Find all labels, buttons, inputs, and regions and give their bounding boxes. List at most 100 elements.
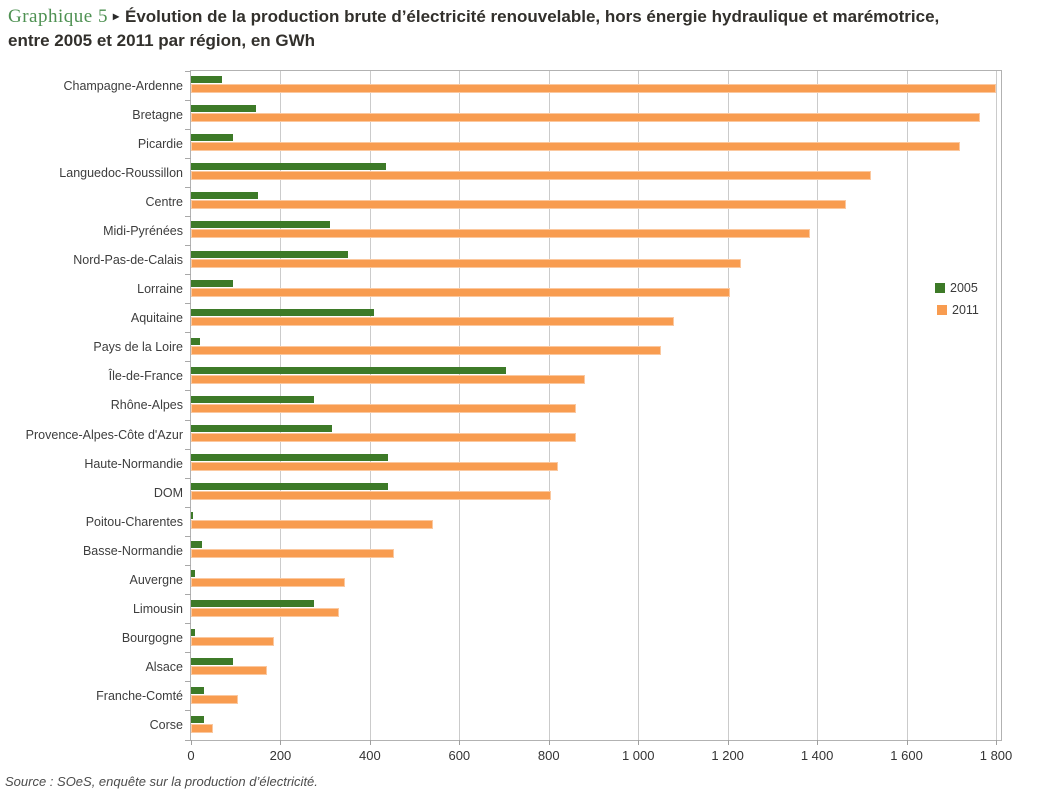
bar-2005 xyxy=(191,395,314,403)
bar-row: Pays de la Loire xyxy=(93,333,1001,362)
x-tick-label: 1 800 xyxy=(979,748,1013,763)
row-label: Bretagne xyxy=(132,107,183,122)
bar-2005 xyxy=(191,454,388,462)
bar-2005 xyxy=(191,541,203,549)
bar-2005 xyxy=(191,425,332,433)
bar-group xyxy=(191,304,1001,326)
bar-group xyxy=(191,216,1001,239)
bar-2011 xyxy=(191,723,214,733)
row-label: Languedoc-Roussillon xyxy=(59,165,183,180)
bar-group xyxy=(191,391,1001,413)
category-tick xyxy=(185,652,191,654)
category-tick xyxy=(185,128,191,130)
category-tick xyxy=(185,332,191,334)
row-label: Alsace xyxy=(145,660,183,675)
x-tick-label: 1 200 xyxy=(711,748,744,763)
row-label: Corse xyxy=(149,718,183,733)
category-tick xyxy=(185,70,191,72)
x-tick-600 xyxy=(459,740,461,745)
category-tick xyxy=(185,448,191,450)
category-tick xyxy=(185,215,191,217)
bar-2005 xyxy=(191,657,234,665)
bar-2011 xyxy=(191,462,558,472)
bar-group xyxy=(191,565,1001,588)
row-label: Basse-Normandie xyxy=(82,543,183,558)
row-label: Centre xyxy=(145,194,183,209)
legend-label-2011: 2011 xyxy=(952,303,979,317)
category-tick xyxy=(185,186,191,188)
row-label: Auvergne xyxy=(129,573,183,587)
bar-row: Bretagne xyxy=(132,100,1001,129)
bar-group xyxy=(191,653,1001,675)
bar-group xyxy=(191,507,1001,530)
row-label: Provence-Alpes-Côte d'Azur xyxy=(25,427,183,442)
row-label: Bourgogne xyxy=(121,631,183,646)
source-note: Source : SOeS, enquête sur la production… xyxy=(5,774,318,789)
row-label: Picardie xyxy=(137,136,183,151)
bar-row: Picardie xyxy=(138,129,1001,158)
row-label: Midi-Pyrénées xyxy=(103,223,183,238)
bar-2005 xyxy=(191,221,330,229)
category-tick xyxy=(185,390,191,392)
category-tick xyxy=(185,419,191,421)
category-tick xyxy=(185,274,191,276)
bar-group xyxy=(191,682,1001,704)
bar-2011 xyxy=(191,374,585,384)
x-tick-0 xyxy=(191,740,192,745)
category-tick xyxy=(185,594,191,596)
x-tick-label: 1 400 xyxy=(800,748,834,763)
bar-row: Provence-Alpes-Côte d'Azur xyxy=(26,420,1001,449)
bar-2011 xyxy=(191,665,268,675)
bar-2005 xyxy=(191,192,259,200)
row-label: Aquitaine xyxy=(130,311,183,326)
bar-2005 xyxy=(191,715,205,723)
bar-2011 xyxy=(191,200,847,210)
x-tick-1000 xyxy=(638,740,640,745)
bar-group xyxy=(191,275,1001,297)
bar-2005 xyxy=(191,483,388,491)
bar-group xyxy=(191,478,1001,501)
bar-2011 xyxy=(191,171,871,181)
bar-2005 xyxy=(191,366,507,374)
bar-group xyxy=(191,129,1001,152)
bar-2011 xyxy=(191,694,238,704)
bar-2005 xyxy=(191,250,348,258)
bar-group xyxy=(191,536,1001,559)
bar-2011 xyxy=(191,258,742,268)
bar-2011 xyxy=(191,84,996,93)
bar-2011 xyxy=(191,345,661,355)
bar-row: DOM xyxy=(154,478,1001,507)
bar-row: Île-de-France xyxy=(109,362,1001,391)
x-tick-label: 400 xyxy=(359,748,381,763)
bar-row: Bourgogne xyxy=(122,624,1001,653)
x-tick-label: 800 xyxy=(537,748,560,763)
gridline-1000 xyxy=(638,71,640,740)
category-tick xyxy=(185,506,191,508)
bar-row: Rhône-Alpes xyxy=(111,391,1001,420)
bar-2005 xyxy=(191,337,200,345)
bar-row: Lorraine xyxy=(137,275,1001,304)
category-tick xyxy=(185,477,191,479)
x-tick-1200 xyxy=(727,740,729,745)
bar-2011 xyxy=(191,520,433,530)
bar-2005 xyxy=(191,599,314,607)
bar-row: Nord-Pas-de-Calais xyxy=(73,246,1001,275)
x-tick-label: 600 xyxy=(448,748,471,763)
bar-group xyxy=(191,449,1001,472)
bar-group xyxy=(191,595,1001,617)
gridline-1400 xyxy=(817,71,819,740)
x-tick-200 xyxy=(280,740,282,745)
bar-group xyxy=(191,624,1001,646)
row-label: Rhône-Alpes xyxy=(110,398,183,413)
x-tick-label: 1 000 xyxy=(621,748,655,763)
bar-2011 xyxy=(191,287,730,297)
category-tick xyxy=(185,681,191,683)
bar-2005 xyxy=(191,134,234,142)
category-tick xyxy=(185,99,191,101)
category-tick xyxy=(185,157,191,159)
bar-2005 xyxy=(191,163,386,171)
bar-row: Franche-Comté xyxy=(96,682,1001,711)
bar-group xyxy=(191,362,1001,384)
bar-group xyxy=(191,100,1001,123)
